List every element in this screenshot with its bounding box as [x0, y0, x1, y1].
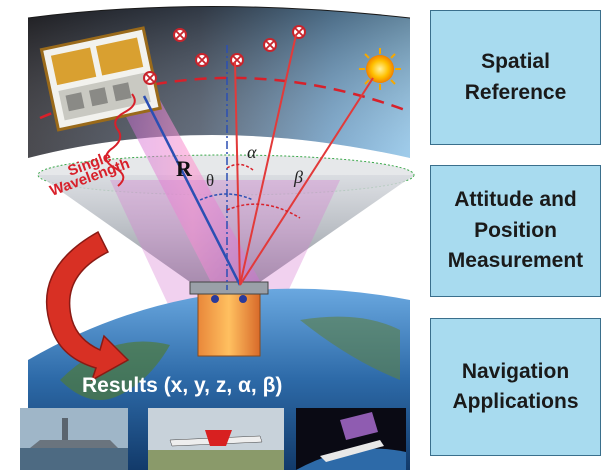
- warship-photo: [20, 408, 128, 470]
- airplane-satellite-photo: [296, 408, 406, 470]
- earth-land: [60, 341, 170, 400]
- box-line: Spatial: [481, 50, 550, 74]
- navigation-applications-box: Navigation Applications: [430, 318, 601, 456]
- box-line: Applications: [452, 390, 579, 413]
- box-line: Measurement: [447, 249, 584, 273]
- alpha-arc: [226, 163, 254, 171]
- results-label: Results (x, y, z, α, β): [82, 374, 282, 397]
- theta-arc: [199, 193, 254, 201]
- box-line: Attitude and: [454, 188, 577, 212]
- attitude-position-box: Attitude and Position Measurement: [430, 165, 601, 297]
- rays: [142, 34, 374, 286]
- aircraft-photo: [148, 408, 284, 470]
- box-line: Position: [474, 218, 557, 242]
- satellite-icon: [39, 26, 162, 132]
- sky-top-edge: [27, 6, 411, 19]
- box-line: Navigation: [461, 359, 570, 383]
- curved-arrow-icon: [45, 230, 130, 382]
- beta-label: β: [293, 167, 303, 187]
- earth-land-2: [300, 316, 400, 380]
- range-label: R: [176, 156, 193, 181]
- beta-arc: [226, 203, 301, 219]
- theta-label: θ: [206, 171, 214, 190]
- star-sensor-icon: [189, 281, 269, 357]
- alpha-label: α: [247, 142, 257, 162]
- sun-icon: [359, 48, 401, 90]
- light-beam: [120, 100, 265, 290]
- wavelength-signal: [105, 93, 136, 187]
- spatial-reference-box: Spatial Reference: [430, 10, 601, 145]
- box-line: Reference: [464, 80, 567, 104]
